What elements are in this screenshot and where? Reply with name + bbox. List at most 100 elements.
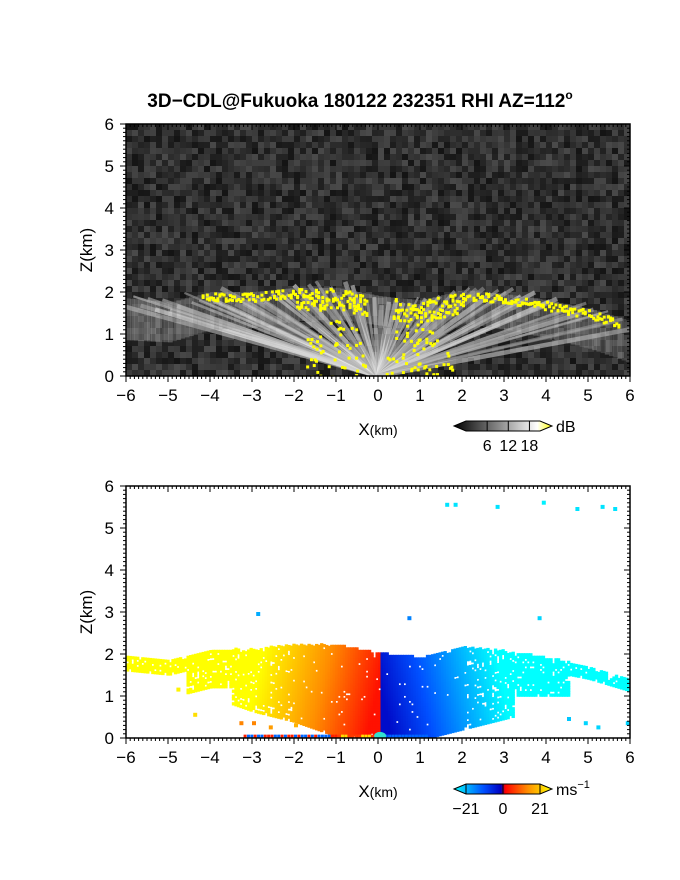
velocity-pixel — [176, 670, 180, 674]
noise-cell — [282, 250, 288, 256]
noise-cell — [498, 298, 504, 304]
noise-cell — [210, 196, 216, 202]
noise-cell — [510, 238, 516, 244]
velocity-pixel — [128, 666, 132, 670]
haze-column — [138, 299, 144, 341]
noise-cell — [486, 298, 492, 304]
noise-cell — [234, 166, 240, 172]
cloud-echo-pixel — [245, 292, 249, 296]
beam-ray — [263, 299, 380, 376]
noise-cell — [456, 202, 462, 208]
noise-cell — [426, 256, 432, 262]
noise-cell — [300, 214, 306, 220]
noise-cell — [306, 370, 312, 376]
noise-cell — [624, 130, 630, 136]
noise-cell — [354, 178, 360, 184]
noise-cell — [504, 196, 510, 202]
cloud-echo-pixel — [323, 307, 327, 311]
noise-cell — [504, 358, 510, 364]
velocity-pixel — [204, 681, 208, 685]
noise-cell — [426, 244, 432, 250]
noise-cell — [222, 274, 228, 280]
noise-cell — [576, 190, 582, 196]
noise-cell — [522, 148, 528, 154]
noise-cell — [576, 322, 582, 328]
noise-cell — [570, 208, 576, 214]
noise-cell — [132, 214, 138, 220]
noise-cell — [546, 310, 552, 316]
noise-cell — [156, 268, 162, 274]
noise-cell — [408, 256, 414, 262]
noise-cell — [222, 154, 228, 160]
noise-cell — [300, 196, 306, 202]
noise-cell — [360, 256, 366, 262]
noise-cell — [372, 262, 378, 268]
haze-column — [289, 288, 295, 323]
noise-cell — [276, 214, 282, 220]
cloud-echo-pixel — [321, 306, 325, 310]
noise-cell — [366, 196, 372, 202]
noise-cell — [576, 280, 582, 286]
noise-cell — [366, 226, 372, 232]
noise-cell — [378, 184, 384, 190]
noise-cell — [288, 358, 294, 364]
noise-cell — [576, 346, 582, 352]
noise-cell — [576, 244, 582, 250]
noise-cell — [486, 184, 492, 190]
noise-cell — [570, 142, 576, 148]
noise-cell — [432, 220, 438, 226]
noise-cell — [276, 262, 282, 268]
noise-cell — [354, 166, 360, 172]
noise-cell — [456, 214, 462, 220]
noise-cell — [522, 274, 528, 280]
noise-cell — [468, 370, 474, 376]
noise-cell — [330, 274, 336, 280]
noise-cell — [180, 214, 186, 220]
noise-cell — [522, 232, 528, 238]
cloud-echo-pixel — [476, 293, 480, 297]
noise-cell — [132, 280, 138, 286]
cloud-echo-pixel — [426, 300, 430, 304]
noise-cell — [150, 370, 156, 376]
noise-cell — [150, 268, 156, 274]
noise-cell — [216, 160, 222, 166]
noise-cell — [468, 142, 474, 148]
noise-cell — [138, 214, 144, 220]
noise-cell — [162, 124, 168, 130]
velocity-pixel — [196, 660, 200, 665]
noise-cell — [294, 124, 300, 130]
noise-cell — [240, 190, 246, 196]
noise-cell — [600, 232, 606, 238]
noise-cell — [276, 364, 282, 370]
noise-cell — [126, 196, 132, 202]
noise-cell — [450, 286, 456, 292]
noise-cell — [486, 322, 492, 328]
cloud-echo-pixel — [361, 363, 365, 367]
noise-cell — [156, 280, 162, 286]
noise-cell — [504, 286, 510, 292]
noise-cell — [252, 130, 258, 136]
noise-cell — [546, 136, 552, 142]
noise-cell — [444, 142, 450, 148]
noise-cell — [216, 232, 222, 238]
noise-cell — [192, 304, 198, 310]
cloud-echo-pixel — [417, 338, 421, 342]
noise-cell — [204, 364, 210, 370]
noise-cell — [204, 286, 210, 292]
noise-cell — [198, 196, 204, 202]
noise-cell — [312, 220, 318, 226]
noise-cell — [474, 202, 480, 208]
noise-cell — [306, 358, 312, 364]
noise-cell — [270, 208, 276, 214]
noise-cell — [498, 340, 504, 346]
velocity-pixel — [171, 666, 175, 670]
noise-cell — [210, 364, 216, 370]
noise-cell — [222, 220, 228, 226]
velocity-pixel — [221, 649, 226, 654]
noise-cell — [600, 370, 606, 376]
noise-cell — [390, 244, 396, 250]
noise-cell — [204, 238, 210, 244]
velocity-pixel — [201, 684, 205, 688]
noise-cell — [174, 268, 180, 274]
cloud-echo-pixel — [281, 289, 285, 293]
